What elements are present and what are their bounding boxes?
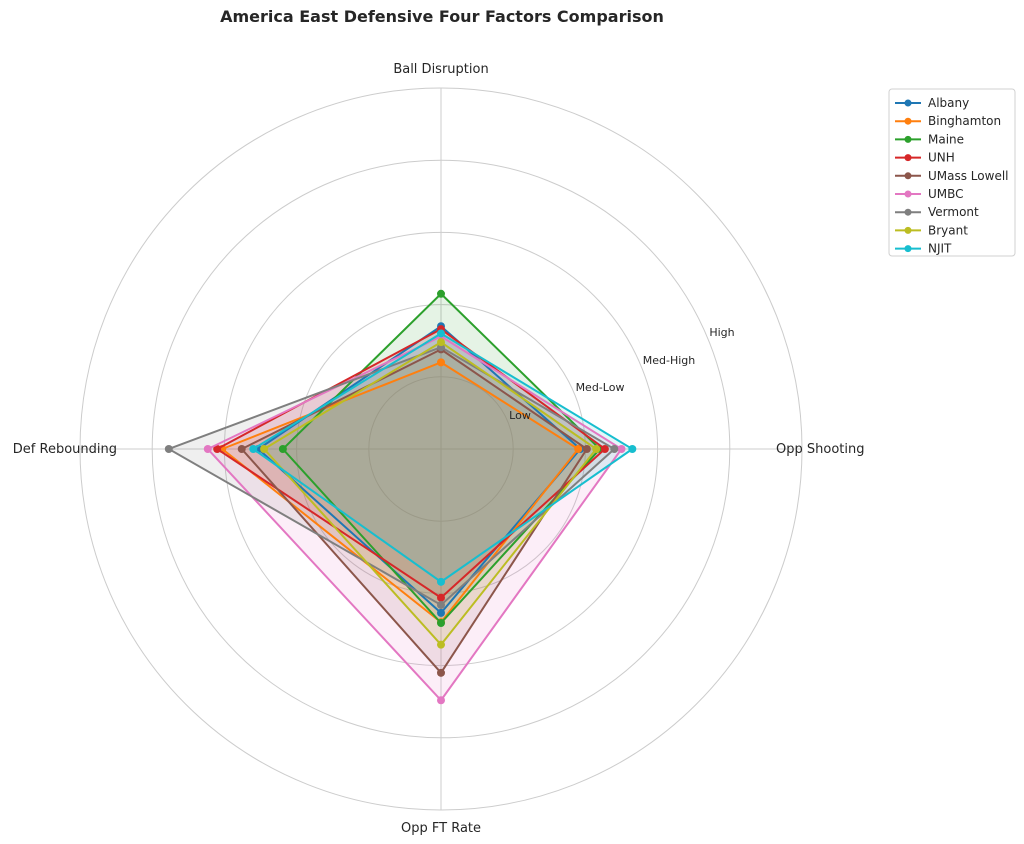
data-point	[600, 445, 609, 453]
legend-marker	[904, 190, 912, 198]
data-point	[628, 445, 637, 453]
data-point	[437, 577, 445, 586]
data-point	[437, 619, 445, 628]
data-point	[164, 445, 173, 453]
data-point	[260, 445, 269, 453]
legend-entry: NJIT	[928, 242, 952, 256]
r-tick-label: High	[709, 326, 734, 339]
legend-entry: UMBC	[928, 187, 964, 201]
legend-entry: Bryant	[928, 223, 968, 237]
axis-label: Def Rebounding	[13, 442, 117, 457]
data-point	[278, 445, 287, 453]
chart-title: America East Defensive Four Factors Comp…	[220, 7, 664, 26]
data-point	[610, 445, 619, 453]
data-point	[437, 696, 445, 705]
data-point	[437, 600, 445, 609]
legend-marker	[904, 135, 912, 143]
data-point	[437, 338, 445, 347]
legend-box	[888, 88, 1016, 257]
legend-marker	[904, 208, 912, 216]
axis-label: Opp FT Rate	[401, 821, 481, 836]
r-tick-label: Med-High	[643, 354, 696, 367]
data-point	[437, 329, 445, 338]
legend-marker	[904, 117, 912, 125]
r-tick-label: Med-Low	[576, 381, 625, 394]
data-point	[437, 358, 445, 367]
legend-marker	[904, 226, 912, 234]
series-fill	[241, 349, 587, 673]
data-point	[437, 640, 445, 649]
data-point	[237, 445, 246, 453]
legend-entry: Albany	[928, 96, 969, 110]
data-point	[437, 668, 445, 677]
legend-marker	[904, 99, 912, 107]
data-point	[437, 289, 445, 298]
legend-marker	[904, 154, 912, 162]
axis-label: Opp Shooting	[776, 442, 864, 457]
data-point	[582, 445, 591, 453]
legend-entry: UMass Lowell	[928, 169, 1009, 183]
data-point	[203, 445, 212, 453]
data-point	[249, 445, 258, 453]
data-point	[617, 445, 626, 453]
series-fill	[207, 336, 622, 701]
legend: Albany Binghamton Maine UNH UMass Lowell UMBC…	[888, 88, 1016, 257]
r-tick-label: Low	[509, 409, 531, 422]
data-point	[437, 608, 445, 617]
legend-entry: Binghamton	[928, 114, 1001, 128]
legend-marker	[904, 245, 912, 253]
data-point	[574, 445, 583, 453]
legend-entry: UNH	[928, 151, 955, 165]
data-point	[592, 445, 601, 453]
legend-marker	[904, 172, 912, 180]
legend-entry: Maine	[928, 132, 964, 146]
data-point	[437, 593, 445, 602]
data-point	[213, 445, 222, 453]
axis-label: Ball Disruption	[393, 62, 488, 77]
legend-entry: Vermont	[928, 205, 979, 219]
series-fill	[264, 342, 597, 645]
